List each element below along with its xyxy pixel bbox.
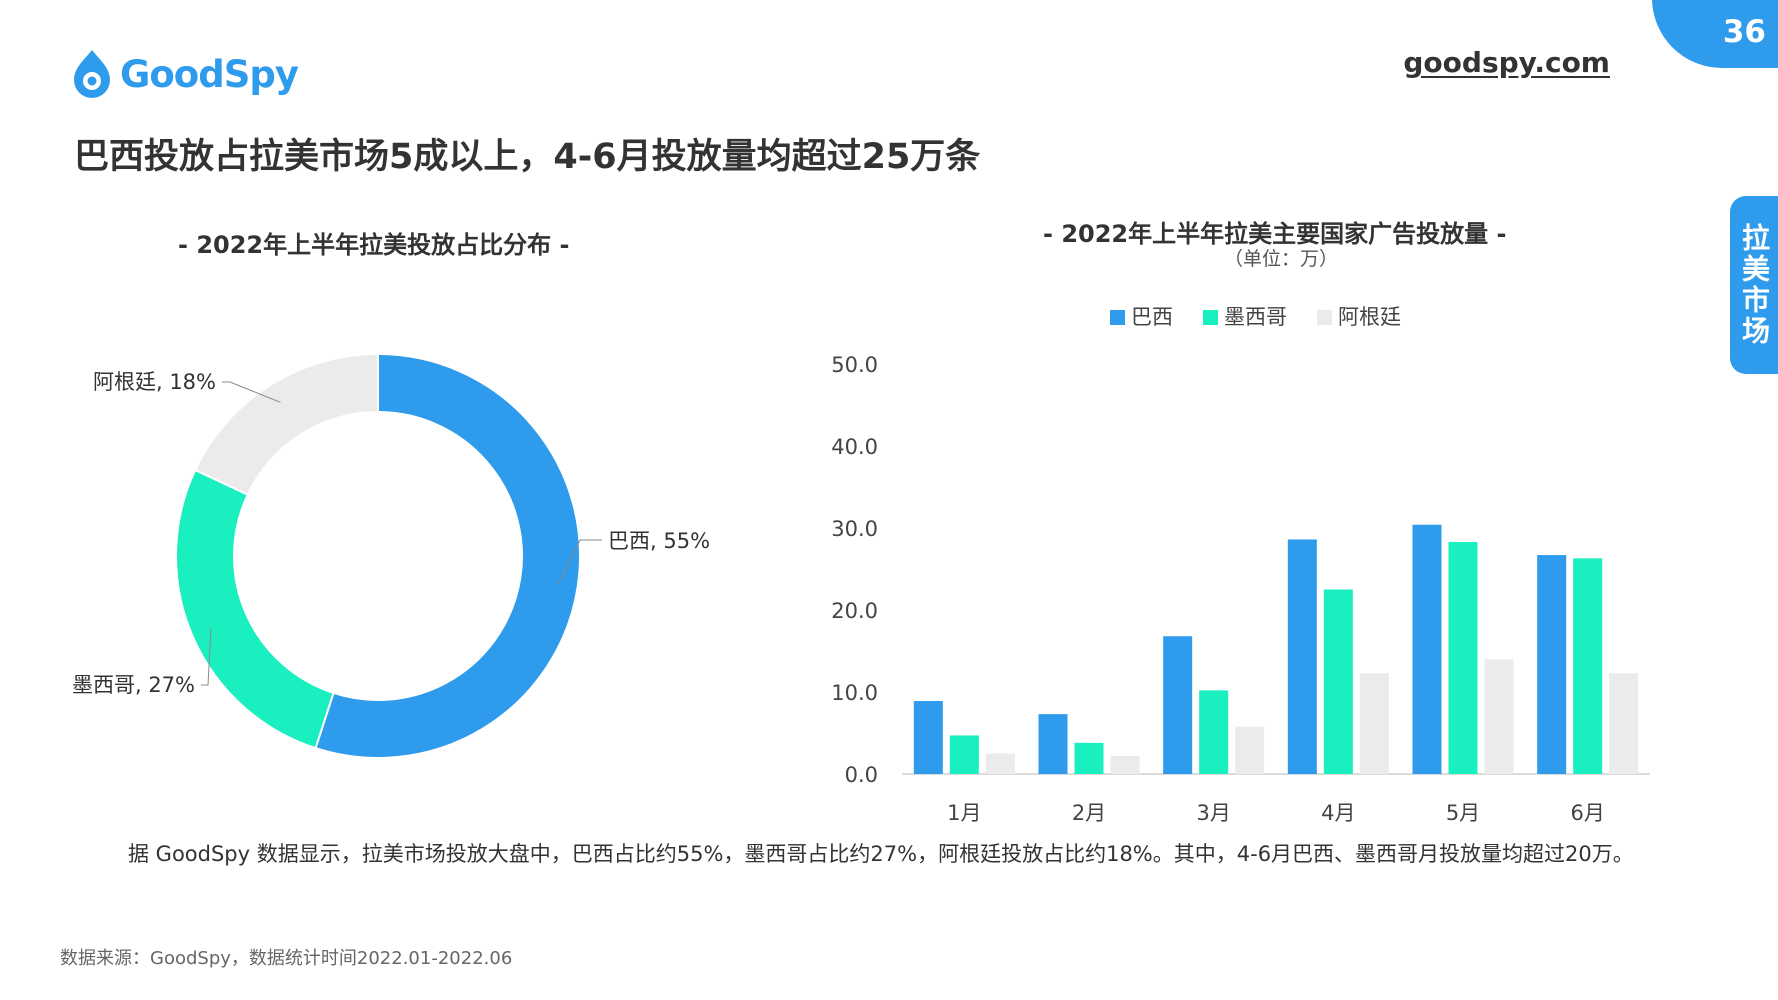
pie-label-1: 巴西, 55% [608,529,710,553]
x-tick-label-1: 1月 [947,801,981,825]
pie-leader-line-2 [201,628,212,686]
bar-3-2[interactable] [1110,755,1140,774]
x-tick-label-6: 6月 [1570,801,1604,825]
page-title: 巴西投放占拉美市场5成以上，4-6月投放量均超过25万条 [74,137,981,177]
x-tick-label-5: 5月 [1446,801,1480,825]
brand-name: GoodSpy [120,52,299,96]
bar-3-6[interactable] [1609,673,1639,774]
bar-chart-unit: （单位：万） [1224,248,1339,270]
bar-3-3[interactable] [1235,726,1265,774]
brand-logo: GoodSpy [70,44,299,104]
legend-label-2: 墨西哥 [1224,305,1287,329]
legend-swatch-1 [1110,310,1125,325]
legend-label-1: 巴西 [1131,305,1173,329]
legend-swatch-2 [1203,310,1218,325]
x-tick-label-2: 2月 [1072,801,1106,825]
bar-2-4[interactable] [1323,589,1353,775]
section-tab-label: 拉美市场 [1738,223,1771,347]
y-tick-label-5: 40.0 [831,435,878,459]
legend-swatch-3 [1317,310,1332,325]
bar-2-5[interactable] [1448,541,1478,774]
bar-3-1[interactable] [985,753,1015,775]
y-tick-label-4: 30.0 [831,517,878,541]
bar-1-4[interactable] [1287,539,1317,774]
logo-icon [74,50,110,98]
pie-slice-3[interactable] [193,352,379,497]
page-number: 36 [1722,14,1766,50]
summary-text: 据 GoodSpy 数据显示，拉美市场投放大盘中，巴西占比约55%，墨西哥占比约… [128,842,1634,866]
x-tick-label-3: 3月 [1196,801,1230,825]
pie-chart-title: - 2022年上半年拉美投放占比分布 - [178,231,570,259]
section-tab[interactable]: 拉美市场 [1730,196,1778,374]
bar-3-5[interactable] [1484,659,1514,774]
legend-label-3: 阿根廷 [1338,305,1401,329]
y-tick-label-3: 20.0 [831,599,878,623]
pie-slice-2[interactable] [175,468,335,750]
bar-chart-title: - 2022年上半年拉美主要国家广告投放量 - [1043,220,1507,248]
pie-leader-line-3 [222,381,281,403]
bar-1-2[interactable] [1038,714,1068,774]
pie-leader-line-1 [557,539,602,585]
bar-2-3[interactable] [1199,690,1229,774]
pie-slice-1[interactable] [314,352,581,759]
x-tick-label-4: 4月 [1321,801,1355,825]
y-tick-label-1: 0.0 [845,763,878,787]
bar-1-1[interactable] [913,701,943,774]
bar-1-3[interactable] [1163,636,1193,774]
y-tick-label-2: 10.0 [831,681,878,705]
bar-2-6[interactable] [1573,558,1603,774]
y-tick-label-6: 50.0 [831,353,878,377]
bar-3-4[interactable] [1359,673,1389,774]
bar-2-1[interactable] [949,735,979,774]
bar-1-6[interactable] [1537,555,1567,774]
pie-label-2: 墨西哥, 27% [72,673,195,697]
site-link[interactable]: goodspy.com [1403,46,1610,79]
bar-2-2[interactable] [1074,742,1104,774]
pie-label-3: 阿根廷, 18% [93,370,216,394]
bar-1-5[interactable] [1412,524,1442,774]
data-source-note: 数据来源：GoodSpy，数据统计时间2022.01-2022.06 [60,948,513,969]
